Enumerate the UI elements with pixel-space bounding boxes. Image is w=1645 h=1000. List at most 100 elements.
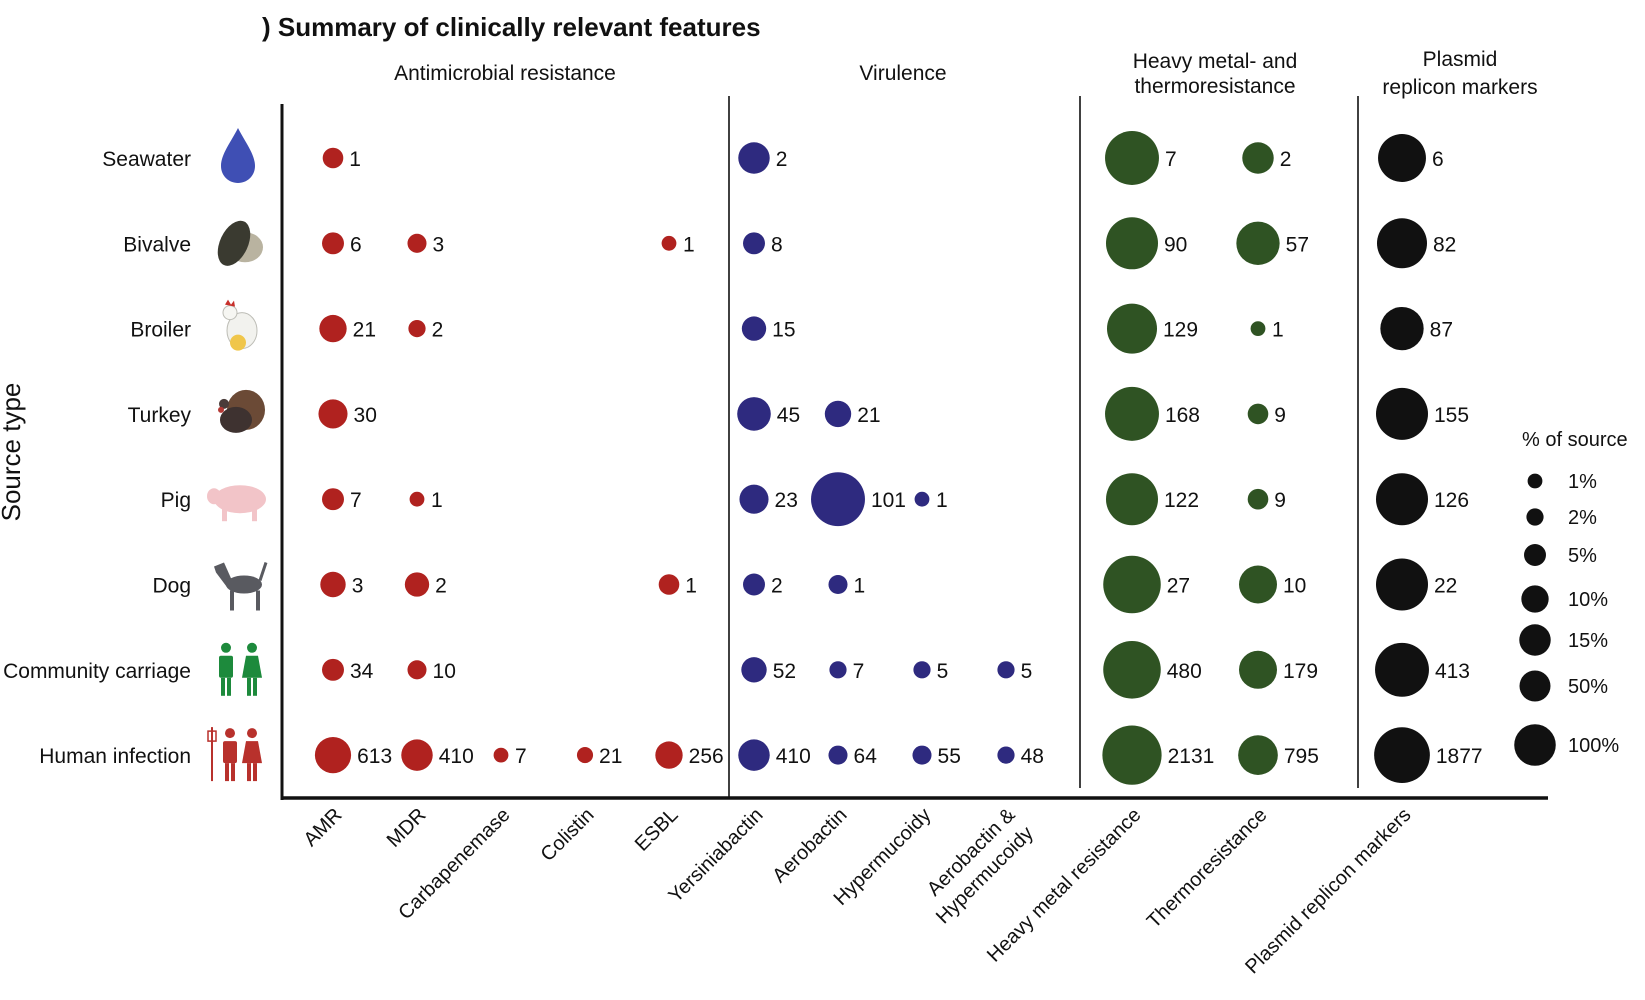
bubbles (314, 131, 1430, 785)
bubble-community-carriage-heavy-metal-resistance (1103, 641, 1161, 699)
value-label-turkey-amr: 30 (354, 404, 377, 427)
bubble-turkey-heavy-metal-resistance (1105, 386, 1159, 441)
value-label-dog-thermoresistance: 10 (1283, 575, 1306, 598)
value-label-dog-mdr: 2 (435, 575, 447, 598)
value-label-bivalve-yersiniabactin: 8 (771, 233, 783, 256)
column-label-aerobactin: Aerobactin (768, 804, 851, 887)
chart-title: ) Summary of clinically relevant feature… (262, 12, 761, 42)
bubble-human-infection-plasmid-replicon-markers (1374, 727, 1430, 783)
legend-marker-2 (1526, 508, 1544, 526)
column-label-colistin: Colistin (537, 804, 599, 866)
value-label-community-carriage-aerobactin: 7 (853, 660, 865, 683)
bubble-dog-amr (320, 571, 346, 598)
row-label-broiler: Broiler (130, 319, 191, 342)
value-label-pig-plasmid-replicon-markers: 126 (1434, 489, 1469, 512)
value-label-bivalve-amr: 6 (350, 233, 362, 256)
value-label-pig-heavy-metal-resistance: 122 (1164, 489, 1199, 512)
value-label-community-carriage-amr: 34 (350, 660, 374, 683)
row-labels: Seawater Bivalve Broiler Turkey Pig Dog Commun… (3, 148, 191, 768)
bubble-pig-plasmid-replicon-markers (1375, 473, 1429, 526)
value-label-broiler-mdr: 2 (432, 319, 444, 342)
bubble-pig-mdr (409, 491, 425, 507)
value-label-human-infection-amr: 613 (357, 745, 392, 768)
group-header-virulence: Virulence (859, 62, 946, 85)
value-label-pig-hypermucoidy: 1 (936, 489, 948, 512)
bubble-seawater-thermoresistance (1242, 142, 1274, 174)
value-label-turkey-aerobactin: 21 (857, 404, 880, 427)
bubble-pig-aerobactin (811, 472, 865, 527)
bubble-human-infection-amr (314, 736, 352, 774)
column-label-thermoresistance: Thermoresistance (1143, 804, 1272, 933)
value-label-seawater-plasmid-replicon-markers: 6 (1432, 148, 1444, 171)
bubble-community-carriage-yersiniabactin (741, 657, 767, 683)
bubble-bivalve-heavy-metal-resistance (1105, 217, 1159, 270)
value-label-community-carriage-heavy-metal-resistance: 480 (1167, 660, 1202, 683)
value-label-human-infection-colistin: 21 (599, 745, 622, 768)
bubble-turkey-amr (318, 399, 348, 429)
bubble-pig-heavy-metal-resistance (1105, 473, 1159, 526)
bubble-human-infection-thermoresistance (1238, 735, 1278, 775)
bubble-community-carriage-mdr (407, 660, 427, 680)
legend-label-50: 50% (1568, 676, 1608, 698)
bubble-community-carriage-thermoresistance (1239, 650, 1277, 689)
bubble-bivalve-thermoresistance (1236, 221, 1280, 265)
bubble-dog-heavy-metal-resistance (1103, 555, 1161, 614)
value-label-pig-thermoresistance: 9 (1274, 489, 1286, 512)
value-label-pig-amr: 7 (350, 489, 362, 512)
legend-label-5: 5% (1568, 545, 1597, 567)
bubble-pig-amr (322, 488, 344, 511)
value-label-community-carriage-plasmid-replicon-markers: 413 (1435, 660, 1470, 683)
bubble-human-infection-colistin (576, 747, 594, 764)
pig-icon (207, 485, 266, 522)
value-label-seawater-amr: 1 (349, 148, 361, 171)
bubble-turkey-plasmid-replicon-markers (1375, 387, 1429, 440)
value-label-human-infection-aerobactin: 64 (854, 745, 878, 768)
value-label-human-infection-aerobactin-and-hypermucoidy: 48 (1021, 745, 1044, 768)
bubble-dog-aerobactin (828, 574, 848, 595)
bubble-human-infection-heavy-metal-resistance (1102, 725, 1162, 785)
value-label-dog-amr: 3 (352, 575, 364, 598)
value-label-turkey-plasmid-replicon-markers: 155 (1434, 404, 1469, 427)
bubble-broiler-plasmid-replicon-markers (1380, 306, 1424, 351)
value-label-broiler-thermoresistance: 1 (1272, 319, 1284, 342)
bubble-seawater-heavy-metal-resistance (1105, 131, 1159, 185)
legend-title: % of source (1522, 429, 1628, 451)
bubble-pig-thermoresistance (1247, 488, 1269, 510)
bubble-community-carriage-aerobactin-and-hypermucoidy (997, 661, 1015, 679)
bubble-pig-yersiniabactin (739, 484, 769, 514)
legend-label-2: 2% (1568, 507, 1597, 529)
bubble-broiler-heavy-metal-resistance (1106, 303, 1158, 354)
bubble-dog-esbl (658, 574, 680, 595)
bubble-turkey-yersiniabactin (737, 397, 771, 431)
value-label-seawater-thermoresistance: 2 (1280, 148, 1292, 171)
value-label-broiler-plasmid-replicon-markers: 87 (1430, 319, 1453, 342)
legend-label-15: 15% (1568, 630, 1608, 652)
value-label-bivalve-thermoresistance: 57 (1286, 233, 1309, 256)
value-label-dog-esbl: 1 (685, 575, 697, 598)
bubble-bivalve-plasmid-replicon-markers (1376, 218, 1428, 269)
value-label-broiler-heavy-metal-resistance: 129 (1163, 319, 1198, 342)
value-label-human-infection-esbl: 256 (689, 745, 724, 768)
bubble-broiler-mdr (408, 319, 426, 338)
bubble-bivalve-esbl (661, 235, 677, 251)
bubble-seawater-yersiniabactin (738, 142, 770, 174)
bubble-broiler-amr (319, 314, 347, 343)
value-label-bivalve-esbl: 1 (683, 233, 695, 256)
bubble-bivalve-yersiniabactin (743, 232, 765, 255)
legend-marker-1 (1527, 473, 1543, 489)
value-label-human-infection-yersiniabactin: 410 (776, 745, 811, 768)
chicken-icon (222, 299, 258, 351)
group-header-antimicrobial-resistance: Antimicrobial resistance (394, 62, 616, 85)
value-label-seawater-heavy-metal-resistance: 7 (1165, 148, 1177, 171)
legend-label-1: 1% (1568, 471, 1597, 493)
y-axis-title: Source type (0, 383, 26, 522)
row-label-turkey: Turkey (128, 404, 192, 427)
bubble-human-infection-mdr (401, 739, 433, 771)
bubble-bivalve-amr (322, 232, 344, 255)
value-label-community-carriage-mdr: 10 (433, 660, 456, 683)
bubble-seawater-amr (322, 147, 344, 169)
legend-marker-100 (1514, 724, 1556, 766)
bubble-human-infection-hypermucoidy (912, 745, 932, 765)
